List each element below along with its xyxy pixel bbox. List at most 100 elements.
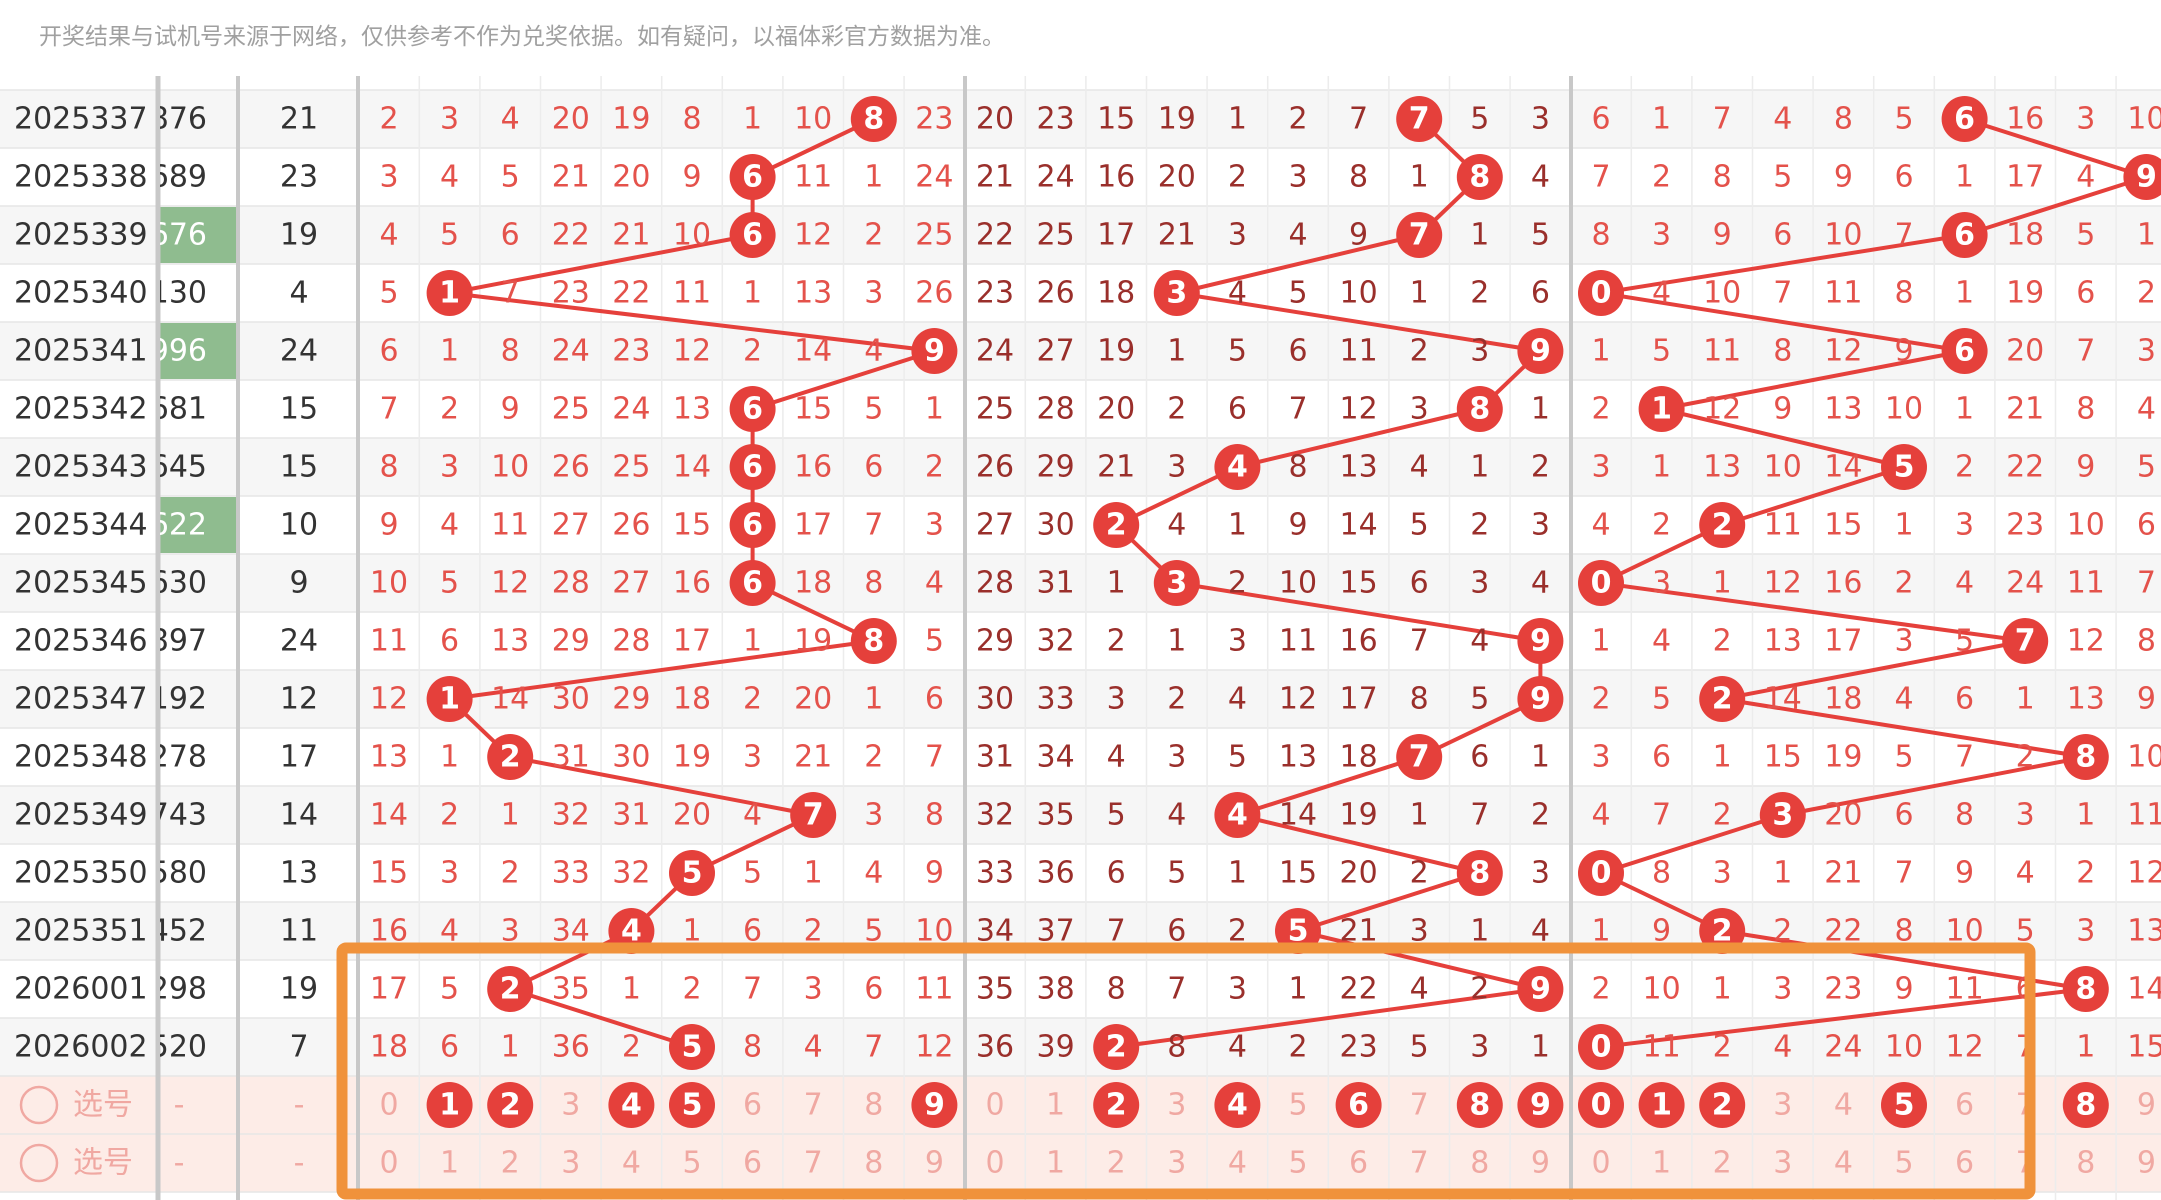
cell-value: 22 [1340,972,1378,1007]
cell-value: 3 [864,798,883,833]
picked-circle[interactable] [1214,1082,1261,1128]
select-digit[interactable]: 0 [379,1146,398,1181]
select-digit[interactable]: 3 [1773,1088,1792,1123]
select-digit[interactable]: 6 [743,1088,762,1123]
cell-value: 8 [1894,276,1913,311]
draw-number: 298 [150,972,207,1007]
select-digit[interactable]: 8 [864,1088,883,1123]
picked-circle[interactable] [608,1082,655,1128]
sum: 24 [280,334,318,369]
select-digit[interactable]: 9 [1530,1088,1551,1123]
select-digit[interactable]: 3 [1167,1146,1186,1181]
cell-value: 7 [1409,218,1430,253]
select-digit[interactable]: 1 [1652,1146,1671,1181]
select-digit[interactable]: 6 [1955,1088,1974,1123]
select-digit[interactable]: 5 [1288,1088,1307,1123]
cell-value: 1 [2137,218,2156,253]
select-digit[interactable]: 7 [804,1088,823,1123]
cell-value: 14 [1764,682,1802,717]
select-digit[interactable]: 4 [621,1088,642,1123]
select-digit[interactable]: 9 [924,1088,945,1123]
select-digit[interactable]: 0 [985,1088,1004,1123]
cell-value: 28 [1037,392,1075,427]
cell-value: 1 [1531,740,1550,775]
select-digit[interactable]: 1 [440,1146,459,1181]
select-digit[interactable]: 5 [1894,1146,1913,1181]
select-digit[interactable]: 8 [2076,1146,2095,1181]
picked-circle[interactable] [1881,1082,1927,1128]
select-digit[interactable]: 2 [1107,1146,1126,1181]
select-digit[interactable]: 1 [1651,1088,1672,1123]
cell-value: 1 [743,102,762,137]
select-digit[interactable]: 8 [1469,1088,1490,1123]
radio[interactable] [19,1085,59,1125]
select-digit[interactable]: 4 [1834,1088,1853,1123]
picked-circle[interactable] [1578,1082,1624,1128]
select-digit[interactable]: 2 [500,1088,521,1123]
select-digit[interactable]: 1 [1046,1088,1065,1123]
select-digit[interactable]: 6 [1955,1146,1974,1181]
select-digit[interactable]: 4 [1834,1146,1853,1181]
select-digit[interactable]: 4 [1228,1146,1247,1181]
select-digit[interactable]: 2 [1106,1088,1127,1123]
trend-line [509,755,814,817]
select-digit[interactable]: 9 [2137,1088,2156,1123]
picked-circle[interactable] [1638,1082,1685,1128]
select-digit[interactable]: 5 [1288,1146,1307,1181]
select-digit[interactable]: 7 [804,1146,823,1181]
cell-value: 8 [1107,972,1126,1007]
select-digit[interactable]: 8 [1470,1146,1489,1181]
select-label[interactable]: 选号 [73,1146,133,1181]
picked-circle[interactable] [487,1082,534,1128]
hit-circle [790,792,837,838]
select-digit[interactable]: 1 [439,1088,460,1123]
select-digit[interactable]: 6 [1349,1146,1368,1181]
select-digit[interactable]: 9 [1531,1146,1550,1181]
picked-circle[interactable] [426,1082,473,1128]
select-digit[interactable]: 4 [622,1146,641,1181]
select-digit[interactable]: 3 [1167,1088,1186,1123]
select-digit[interactable]: 0 [985,1146,1004,1181]
select-digit[interactable]: 3 [561,1088,580,1123]
picked-circle[interactable] [1335,1082,1382,1128]
select-digit[interactable]: 5 [682,1088,703,1123]
select-digit[interactable]: 2 [1712,1088,1733,1123]
select-digit[interactable]: 1 [1046,1146,1065,1181]
picked-circle[interactable] [1517,1082,1564,1128]
select-digit[interactable]: 3 [561,1146,580,1181]
select-digit[interactable]: 3 [1773,1146,1792,1181]
cell-value: 1 [439,682,460,717]
cell-value: 38 [1037,972,1075,1007]
picked-circle[interactable] [669,1082,715,1128]
cell-value: 2 [1713,624,1732,659]
select-digit[interactable]: 9 [925,1146,944,1181]
cell-value: 1 [1167,624,1186,659]
select-digit[interactable]: 5 [682,1146,701,1181]
select-digit[interactable]: 5 [1894,1088,1915,1123]
picked-circle[interactable] [1699,1082,1746,1128]
picked-circle[interactable] [2062,1082,2109,1128]
select-digit[interactable]: 7 [1410,1146,1429,1181]
select-digit[interactable]: 0 [1591,1088,1612,1123]
select-digit[interactable]: 2 [501,1146,520,1181]
picked-circle[interactable] [911,1082,958,1128]
cell-value: 8 [2075,740,2096,775]
select-label[interactable]: 选号 [73,1088,133,1123]
cell-value: 19 [673,740,711,775]
radio[interactable] [19,1143,59,1183]
picked-circle[interactable] [1456,1082,1503,1128]
select-digit[interactable]: 6 [743,1146,762,1181]
cell-value: 24 [915,160,953,195]
select-digit[interactable]: 0 [1591,1146,1610,1181]
select-digit[interactable]: 6 [1348,1088,1369,1123]
cell-value: 6 [742,508,763,543]
select-digit[interactable]: 4 [1227,1088,1248,1123]
select-digit[interactable]: 9 [2137,1146,2156,1181]
select-digit[interactable]: 2 [1713,1146,1732,1181]
select-digit[interactable]: 0 [379,1088,398,1123]
select-digit[interactable]: 8 [864,1146,883,1181]
select-digit[interactable]: 7 [1410,1088,1429,1123]
cell-value: 4 [804,1030,823,1065]
select-digit[interactable]: 8 [2075,1088,2096,1123]
picked-circle[interactable] [1093,1082,1140,1128]
